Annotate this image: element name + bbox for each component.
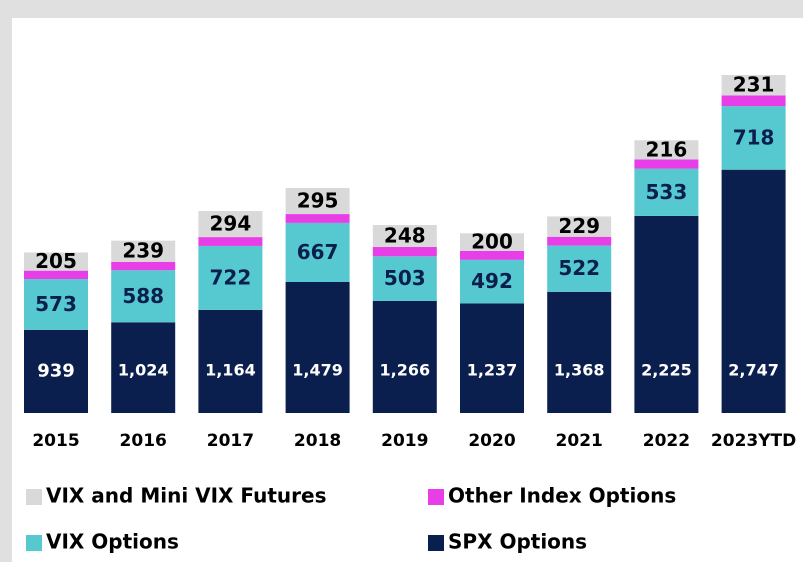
x-tick-label: 2023YTD: [711, 431, 796, 451]
x-tick-label: 2015: [32, 431, 79, 451]
x-tick-label: 2021: [556, 431, 603, 451]
data-label: 1,164: [205, 361, 256, 380]
data-label: 588: [122, 284, 164, 308]
data-label: 667: [297, 240, 339, 264]
bar-segment: [285, 222, 350, 282]
data-label: 248: [384, 224, 426, 248]
bar-segment: [198, 211, 263, 238]
legend-label: VIX and Mini VIX Futures: [46, 484, 326, 508]
bar-segment: [372, 247, 437, 257]
data-label: 200: [471, 230, 513, 254]
bar-segment: [24, 270, 88, 280]
bar-segment: [372, 256, 437, 301]
bar-segment: [634, 159, 699, 169]
data-label: 503: [384, 266, 426, 290]
x-tick-label: 2018: [294, 431, 341, 451]
bar-segment: [111, 261, 176, 271]
bar-segment: [372, 225, 437, 248]
data-label: 205: [35, 249, 77, 273]
data-label: 1,368: [554, 361, 605, 380]
bar-segment: [285, 281, 350, 413]
top-frame: [0, 0, 803, 18]
bar-segment: [721, 106, 786, 170]
bar-segment: [460, 259, 524, 304]
data-label: 216: [646, 137, 688, 161]
data-label: 1,237: [467, 361, 518, 380]
bar-segment: [198, 309, 263, 413]
bar-segment: [24, 252, 88, 271]
data-label: 231: [733, 73, 775, 97]
bar-segment: [372, 300, 437, 413]
legend-swatch: [428, 535, 444, 551]
data-label: 229: [558, 214, 600, 238]
legend-swatch: [26, 535, 42, 551]
bar-segment: [285, 214, 350, 223]
data-label: 492: [471, 269, 513, 293]
bar-segment: [634, 140, 699, 160]
x-tick-label: 2022: [643, 431, 690, 451]
legend-label: Other Index Options: [448, 484, 676, 508]
bar-segment: [111, 270, 176, 323]
data-label: 295: [297, 188, 339, 212]
bar-segment: [24, 279, 88, 330]
legend-label: SPX Options: [448, 530, 587, 554]
bar-segment: [547, 236, 612, 246]
data-label: 522: [558, 256, 600, 280]
bar-segment: [634, 215, 699, 413]
data-label: 294: [210, 212, 252, 236]
data-label: 2,747: [728, 361, 779, 380]
bar-segment: [460, 303, 524, 413]
bar-segment: [198, 245, 263, 310]
x-tick-label: 2019: [381, 431, 428, 451]
legend-swatch: [26, 489, 42, 505]
data-label: 1,266: [379, 361, 430, 380]
bar-segment: [547, 245, 612, 292]
legend-label: VIX Options: [46, 530, 179, 554]
left-frame: [0, 0, 12, 562]
bar-segment: [460, 250, 524, 260]
bar-segment: [547, 291, 612, 413]
data-label: 533: [646, 180, 688, 204]
bar-segment: [721, 75, 786, 96]
data-label: 718: [733, 125, 775, 149]
bar-segment: [111, 240, 176, 262]
data-label: 722: [210, 265, 252, 289]
bar-segment: [285, 187, 350, 215]
bar-segment: [460, 233, 524, 251]
data-label: 939: [37, 360, 75, 381]
data-label: 2,225: [641, 361, 692, 380]
bar-segment: [721, 95, 786, 107]
bar-segment: [198, 237, 263, 246]
x-tick-label: 2017: [207, 431, 254, 451]
bar-segment: [634, 168, 699, 216]
bar-segment: [547, 216, 612, 237]
bar-segment: [721, 169, 786, 413]
data-label: 573: [35, 292, 77, 316]
bar-segment: [24, 329, 88, 413]
bar-segment: [111, 322, 176, 413]
x-tick-label: 2020: [468, 431, 515, 451]
x-tick-label: 2016: [120, 431, 167, 451]
data-label: 1,479: [292, 361, 343, 380]
legend-swatch: [428, 489, 444, 505]
data-label: 1,024: [118, 361, 169, 380]
data-label: 239: [122, 239, 164, 263]
